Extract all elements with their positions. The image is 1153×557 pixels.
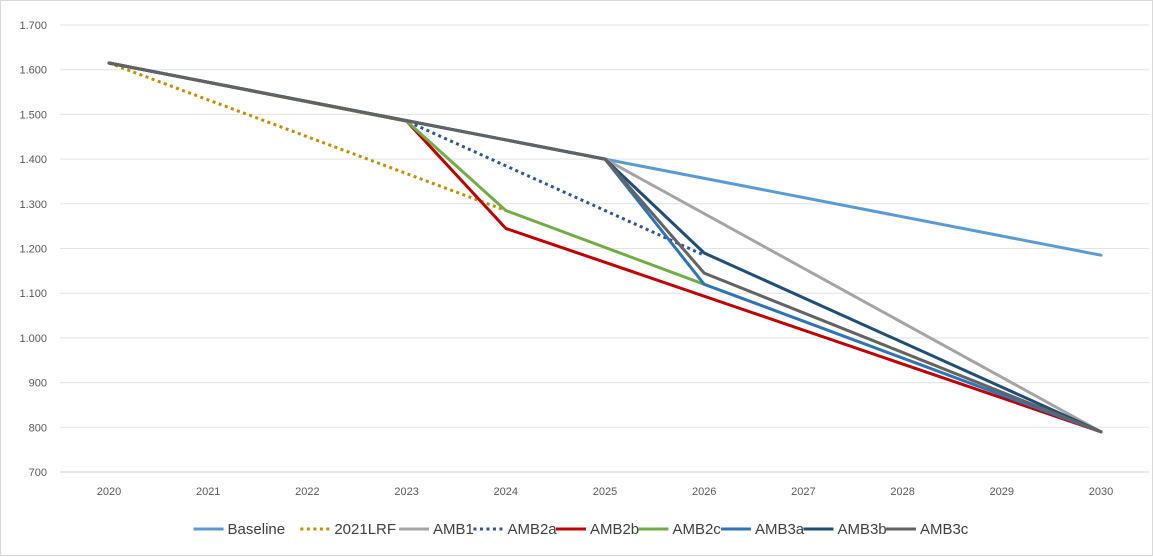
legend-item-amb2c: AMB2c bbox=[638, 521, 721, 538]
y-tick-label: 1.100 bbox=[19, 288, 47, 300]
x-tick-label: 2021 bbox=[196, 486, 220, 498]
legend-item-amb3b: AMB3b bbox=[803, 521, 887, 538]
x-tick-label: 2020 bbox=[97, 486, 121, 498]
legend-item-amb2b: AMB2b bbox=[555, 521, 639, 538]
legend-label: Baseline bbox=[228, 521, 286, 538]
axes: 700 800 900 1.000 1.100 1.200 1.300 1.400 1.500 1… bbox=[19, 20, 1149, 498]
x-tick-label: 2030 bbox=[1089, 486, 1113, 498]
x-tick-label: 2022 bbox=[295, 486, 319, 498]
y-tick-label: 900 bbox=[29, 378, 47, 390]
legend: Baseline 2021LRF AMB1 AMB2a AMB2b AMB2c AMB3a A… bbox=[193, 521, 969, 538]
legend-item-baseline: Baseline bbox=[193, 521, 286, 538]
x-tick-label: 2023 bbox=[394, 486, 418, 498]
y-tick-label: 1.200 bbox=[19, 244, 47, 256]
legend-label: AMB2b bbox=[590, 521, 639, 538]
legend-item-amb3c: AMB3c bbox=[885, 521, 969, 538]
y-tick-label: 700 bbox=[29, 467, 47, 479]
y-tick-label: 1.700 bbox=[19, 20, 47, 32]
y-tick-label: 1.500 bbox=[19, 109, 47, 121]
legend-label: 2021LRF bbox=[334, 521, 396, 538]
legend-label: AMB2c bbox=[672, 521, 721, 538]
x-tick-label: 2027 bbox=[791, 486, 815, 498]
series-line-2021lrf bbox=[108, 61, 507, 212]
series-line-amb3c bbox=[107, 61, 1103, 434]
x-tick-label: 2025 bbox=[593, 486, 617, 498]
x-tick-label: 2028 bbox=[890, 486, 914, 498]
legend-label: AMB3a bbox=[755, 521, 805, 538]
legend-item-amb2a: AMB2a bbox=[473, 521, 557, 538]
legend-item-amb1: AMB1 bbox=[399, 521, 474, 538]
y-tick-label: 800 bbox=[29, 422, 47, 434]
legend-label: AMB1 bbox=[433, 521, 474, 538]
legend-label: AMB2a bbox=[507, 521, 557, 538]
y-tick-label: 1.300 bbox=[19, 199, 47, 211]
y-tick-label: 1.600 bbox=[19, 65, 47, 77]
legend-item-2021lrf: 2021LRF bbox=[300, 521, 396, 538]
series-line-amb2a bbox=[108, 61, 705, 257]
x-tick-label: 2024 bbox=[494, 486, 518, 498]
x-tick-label: 2029 bbox=[990, 486, 1014, 498]
legend-item-amb3a: AMB3a bbox=[720, 521, 805, 538]
y-tick-label: 1.000 bbox=[19, 333, 47, 345]
legend-label: AMB3c bbox=[920, 521, 969, 538]
x-tick-label: 2026 bbox=[692, 486, 716, 498]
y-tick-label: 1.400 bbox=[19, 154, 47, 166]
legend-label: AMB3b bbox=[837, 521, 886, 538]
series-lines bbox=[107, 61, 1103, 434]
